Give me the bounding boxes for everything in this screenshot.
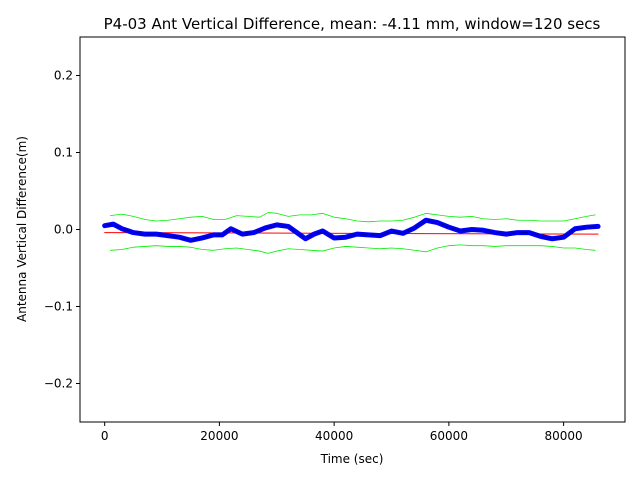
- data-point: [435, 220, 440, 225]
- data-point: [229, 227, 233, 231]
- data-point: [584, 225, 589, 229]
- y-axis-label: Antenna Vertical Difference(m): [15, 136, 29, 322]
- y-tick-label: −0.2: [44, 377, 73, 391]
- data-point: [177, 235, 181, 239]
- y-axis: −0.2 −0.1 0.0 0.1 0.2: [44, 69, 80, 391]
- series-layer: [102, 212, 601, 254]
- y-tick-label: 0.0: [54, 223, 73, 237]
- data-point: [562, 235, 566, 239]
- data-point: [154, 232, 158, 236]
- x-axis: 0 20000 40000 60000 80000: [101, 422, 583, 443]
- data-point: [120, 227, 124, 231]
- data-point: [111, 222, 115, 226]
- x-tick-label: 40000: [315, 429, 353, 443]
- data-point: [573, 227, 577, 231]
- data-point: [131, 230, 135, 235]
- data-point: [321, 229, 325, 233]
- data-point: [458, 229, 462, 233]
- data-point: [550, 237, 554, 241]
- data-point: [252, 230, 256, 235]
- data-point: [143, 232, 147, 236]
- data-point: [493, 230, 497, 235]
- data-point: [103, 224, 107, 228]
- data-point: [286, 224, 290, 229]
- data-point: [366, 233, 371, 237]
- data-point: [263, 226, 267, 230]
- data-series-core: [104, 219, 599, 242]
- data-point: [401, 231, 405, 235]
- data-point: [240, 232, 244, 236]
- data-point: [378, 234, 382, 238]
- data-point: [596, 224, 600, 229]
- data-point: [481, 228, 485, 232]
- data-point: [470, 227, 474, 232]
- y-tick-label: 0.1: [54, 146, 73, 160]
- data-point: [189, 238, 193, 242]
- data-point: [424, 218, 428, 222]
- x-axis-label: Time (sec): [320, 452, 384, 466]
- data-point: [344, 235, 348, 239]
- chart-title: P4-03 Ant Vertical Difference, mean: -4.…: [104, 15, 601, 33]
- data-point: [504, 232, 508, 236]
- data-point: [220, 233, 224, 237]
- x-tick-label: 0: [101, 429, 109, 443]
- x-tick-label: 80000: [545, 429, 583, 443]
- data-point: [447, 225, 451, 229]
- data-point: [332, 236, 336, 240]
- data-point: [295, 230, 299, 235]
- data-point: [412, 226, 417, 230]
- data-point: [200, 236, 204, 240]
- y-tick-label: −0.1: [44, 300, 73, 314]
- data-point: [516, 230, 520, 235]
- x-tick-label: 60000: [430, 429, 468, 443]
- data-point: [275, 223, 279, 227]
- lower-envelope-line: [110, 244, 596, 254]
- x-tick-label: 20000: [200, 429, 238, 443]
- data-point: [389, 229, 394, 233]
- data-point: [212, 233, 216, 237]
- data-point: [355, 232, 359, 236]
- data-point: [539, 234, 543, 239]
- upper-envelope-line: [110, 212, 596, 223]
- data-point: [312, 232, 316, 236]
- data-point: [527, 230, 531, 235]
- y-tick-label: 0.2: [54, 69, 73, 83]
- data-point: [303, 237, 308, 241]
- data-point: [166, 234, 170, 238]
